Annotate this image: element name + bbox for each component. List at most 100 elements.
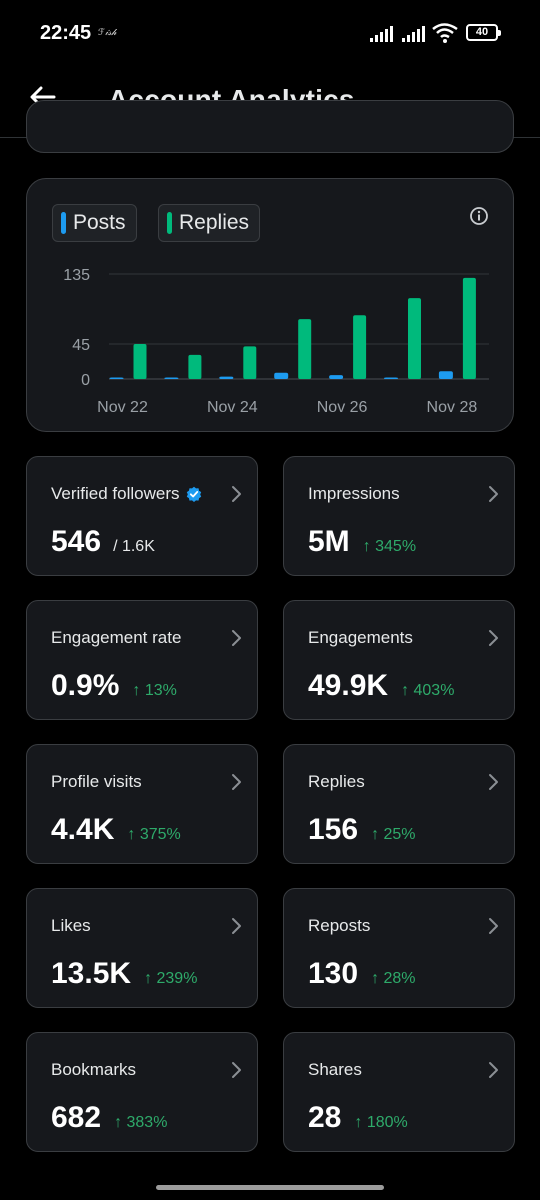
legend-replies-chip[interactable]: Replies	[158, 204, 261, 242]
bar-replies	[243, 346, 257, 379]
stat-change: ↑ 28%	[371, 970, 416, 987]
status-bar: 22:45 ℱ𝒾𝓈𝒽 40	[0, 0, 540, 66]
chevron-right-icon	[232, 918, 241, 934]
stat-change: ↑ 25%	[371, 826, 416, 843]
stat-label: Reposts	[308, 916, 370, 936]
bar-replies	[462, 277, 476, 379]
stat-label: Engagement rate	[51, 628, 181, 648]
stat-label: Likes	[51, 916, 91, 936]
bar-posts	[164, 377, 179, 379]
stat-value-row: 546 / 1.6K	[51, 525, 155, 559]
chart-card: Posts Replies 0 45 135 Nov 22 Nov 24 Nov 26 No…	[26, 178, 514, 432]
signal-icon	[370, 26, 394, 42]
stat-value: 13.5K	[51, 957, 132, 990]
stat-value-row: 49.9K ↑ 403%	[308, 669, 454, 703]
stat-value: 28	[308, 1101, 342, 1134]
stat-label-text: Profile visits	[51, 772, 142, 791]
x-tick-label: Nov 22	[97, 399, 148, 416]
stat-value: 156	[308, 813, 359, 846]
x-tick-label: Nov 28	[427, 399, 478, 416]
stat-label: Replies	[308, 772, 365, 792]
stat-change: ↑ 375%	[127, 826, 181, 843]
home-indicator	[156, 1185, 384, 1190]
stat-value: 4.4K	[51, 813, 115, 846]
chevron-right-icon	[489, 486, 498, 502]
stat-value-row: 28 ↑ 180%	[308, 1101, 408, 1135]
stat-tile[interactable]: Reposts 130 ↑ 28%	[283, 888, 515, 1008]
stat-label-text: Verified followers	[51, 484, 180, 503]
stat-value-row: 0.9% ↑ 13%	[51, 669, 177, 703]
bar-posts	[329, 375, 344, 379]
x-tick-label: Nov 24	[207, 399, 258, 416]
chevron-right-icon	[232, 774, 241, 790]
chevron-right-icon	[232, 486, 241, 502]
stat-value-row: 13.5K ↑ 239%	[51, 957, 197, 991]
legend-posts-chip[interactable]: Posts	[52, 204, 137, 242]
stat-change: ↑ 180%	[354, 1114, 408, 1131]
chevron-right-icon	[232, 1062, 241, 1078]
stat-tile[interactable]: Engagements 49.9K ↑ 403%	[283, 600, 515, 720]
bar-replies	[298, 319, 312, 379]
stat-label: Shares	[308, 1060, 362, 1080]
chevron-right-icon	[489, 918, 498, 934]
stat-change: ↑ 383%	[114, 1114, 168, 1131]
info-icon[interactable]	[469, 206, 489, 226]
y-tick-label: 45	[72, 337, 90, 354]
posts-swatch	[61, 212, 66, 234]
stat-label: Impressions	[308, 484, 400, 504]
stat-label: Bookmarks	[51, 1060, 136, 1080]
battery-icon: 40	[466, 24, 501, 41]
stat-tile[interactable]: Engagement rate 0.9% ↑ 13%	[26, 600, 258, 720]
stat-label-text: Shares	[308, 1060, 362, 1079]
stat-value: 0.9%	[51, 669, 120, 702]
verified-badge-icon	[186, 486, 201, 502]
stat-tile[interactable]: Bookmarks 682 ↑ 383%	[26, 1032, 258, 1152]
legend-posts-label: Posts	[73, 211, 126, 234]
stat-label: Profile visits	[51, 772, 142, 792]
y-tick-label: 0	[81, 372, 90, 389]
stat-value: 130	[308, 957, 359, 990]
signal-icon	[402, 26, 426, 42]
bar-posts	[274, 372, 289, 379]
stat-tile[interactable]: Likes 13.5K ↑ 239%	[26, 888, 258, 1008]
bar-posts	[384, 377, 398, 379]
chevron-right-icon	[489, 1062, 498, 1078]
analytics-bar-chart: 0 45 135 Nov 22 Nov 24 Nov 26 Nov 28	[63, 267, 489, 416]
y-tick-label: 135	[63, 267, 90, 284]
chevron-right-icon	[489, 774, 498, 790]
bar-replies	[133, 344, 147, 379]
chevron-right-icon	[489, 630, 498, 646]
stat-tile[interactable]: Impressions 5M ↑ 345%	[283, 456, 515, 576]
status-time: 22:45	[40, 22, 92, 44]
partial-card	[26, 100, 514, 153]
stat-tile[interactable]: Replies 156 ↑ 25%	[283, 744, 515, 864]
stat-label-text: Bookmarks	[51, 1060, 137, 1079]
bar-posts	[219, 376, 234, 379]
stat-tile[interactable]: Shares 28 ↑ 180%	[283, 1032, 515, 1152]
bar-posts	[109, 377, 124, 379]
stat-label-text: Replies	[308, 772, 365, 791]
x-tick-label: Nov 26	[317, 399, 368, 416]
stat-change: ↑ 239%	[144, 970, 198, 987]
stat-value-row: 130 ↑ 28%	[308, 957, 416, 991]
bar-replies	[408, 298, 421, 379]
stat-label-text: Likes	[51, 916, 91, 935]
bar-replies	[188, 354, 202, 379]
stat-total: / 1.6K	[113, 538, 155, 555]
bar-replies	[353, 315, 367, 379]
stat-value: 682	[51, 1101, 102, 1134]
stat-value-row: 682 ↑ 383%	[51, 1101, 167, 1135]
stat-value: 5M	[308, 525, 350, 558]
stat-label: Verified followers	[51, 484, 202, 504]
stat-label: Engagements	[308, 628, 413, 648]
stat-value-row: 5M ↑ 345%	[308, 525, 416, 559]
stat-change: ↑ 403%	[401, 682, 455, 699]
stat-label-text: Engagements	[308, 628, 413, 647]
carrier-label: ℱ𝒾𝓈𝒽	[98, 27, 117, 37]
chevron-right-icon	[232, 630, 241, 646]
stat-value: 49.9K	[308, 669, 389, 702]
stat-tile[interactable]: Profile visits 4.4K ↑ 375%	[26, 744, 258, 864]
stat-tile[interactable]: Verified followers 546 / 1.6K	[26, 456, 258, 576]
stat-label-text: Engagement rate	[51, 628, 182, 647]
bar-posts	[438, 371, 453, 379]
